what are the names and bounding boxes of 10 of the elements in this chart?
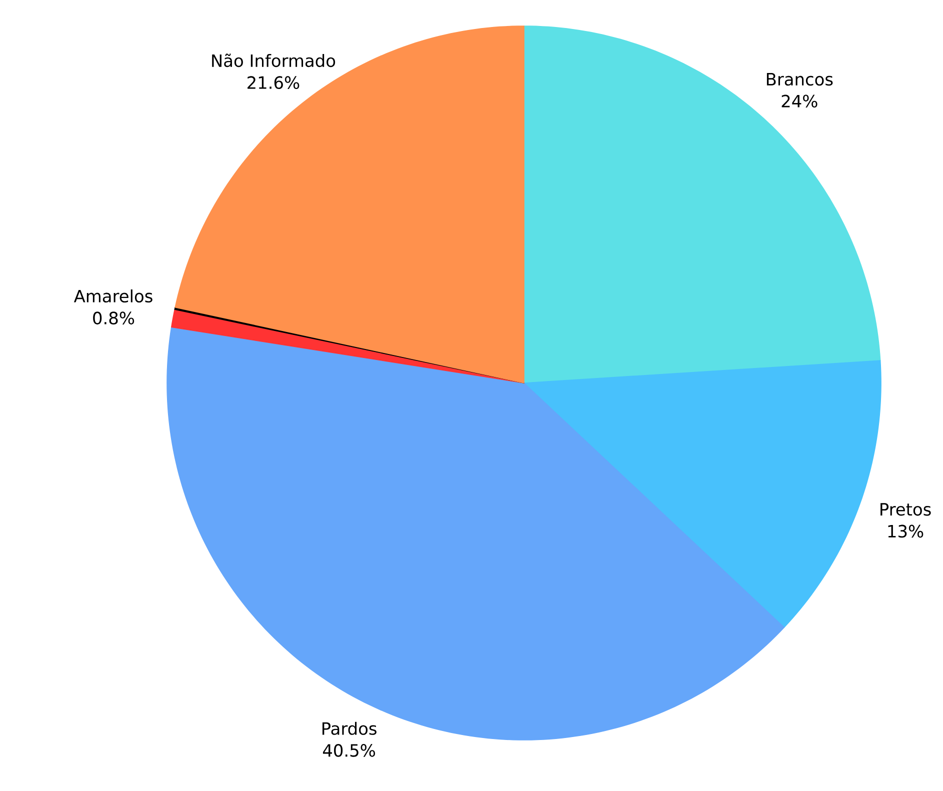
data-label: 13% <box>888 524 924 538</box>
slice-label: Brancos <box>766 73 833 86</box>
slice-label: Amarelos <box>74 289 152 303</box>
data-label: 40.5% <box>322 744 376 757</box>
slice-label: Pardos <box>322 722 376 735</box>
data-label: 0.8% <box>93 312 134 324</box>
slice-label: Não Informado <box>212 54 336 68</box>
slice-label: Pretos <box>880 503 931 516</box>
data-label: 24% <box>782 94 818 108</box>
data-label: 21.6% <box>248 76 300 89</box>
